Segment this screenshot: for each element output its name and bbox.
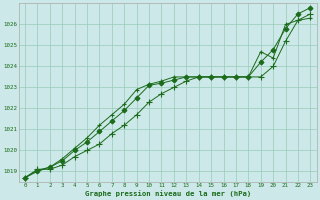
X-axis label: Graphe pression niveau de la mer (hPa): Graphe pression niveau de la mer (hPa): [84, 190, 251, 197]
